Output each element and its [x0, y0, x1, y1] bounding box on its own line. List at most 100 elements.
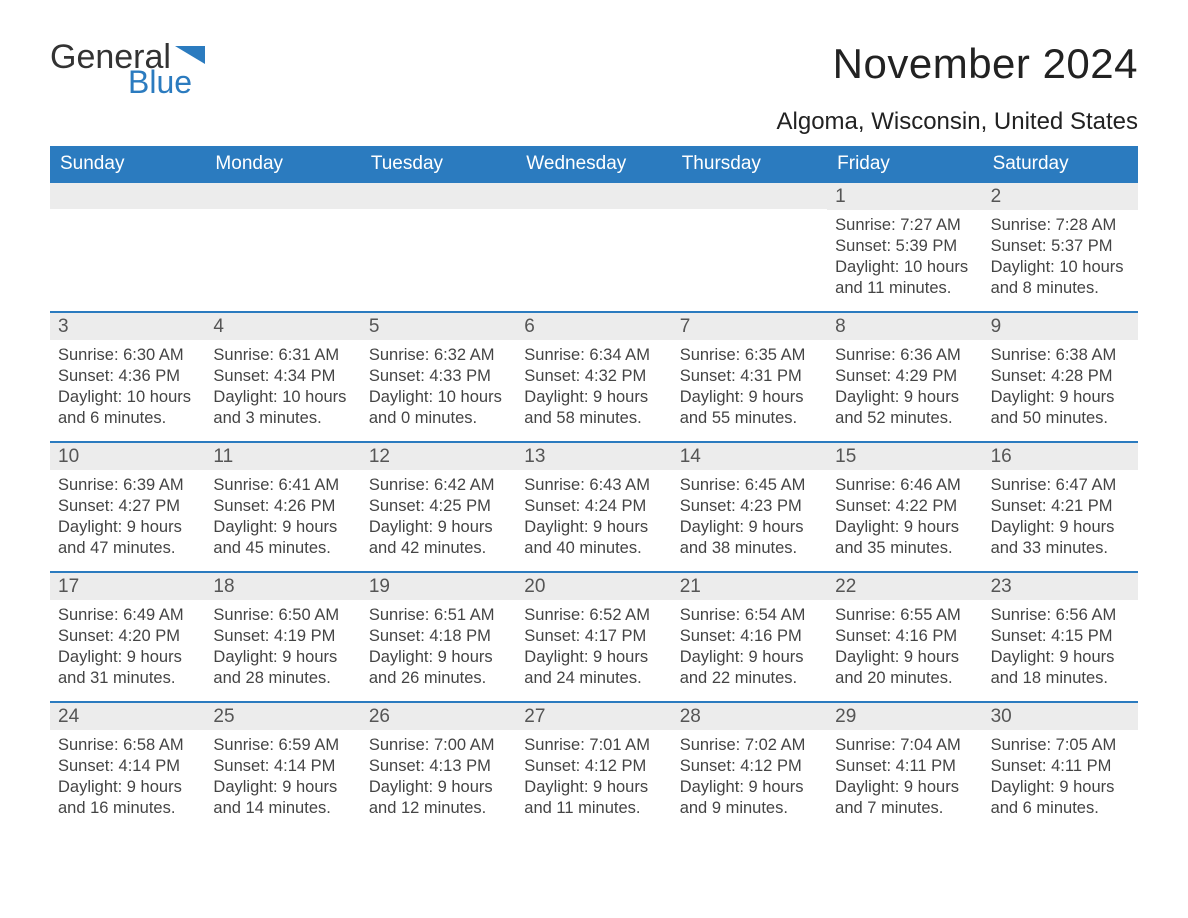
weekday-header: Saturday	[983, 147, 1138, 181]
sunrise-line: Sunrise: 6:55 AM	[835, 605, 974, 626]
day-number: 13	[516, 443, 671, 470]
calendar-day: 17Sunrise: 6:49 AMSunset: 4:20 PMDayligh…	[50, 573, 205, 701]
day-details: Sunrise: 6:51 AMSunset: 4:18 PMDaylight:…	[361, 600, 516, 697]
daylight-line: Daylight: 9 hours and 35 minutes.	[835, 517, 974, 559]
sunset-line: Sunset: 4:31 PM	[680, 366, 819, 387]
day-number: 22	[827, 573, 982, 600]
daylight-line: Daylight: 10 hours and 8 minutes.	[991, 257, 1130, 299]
daylight-line: Daylight: 9 hours and 42 minutes.	[369, 517, 508, 559]
sunrise-line: Sunrise: 6:49 AM	[58, 605, 197, 626]
daylight-line: Daylight: 9 hours and 22 minutes.	[680, 647, 819, 689]
daylight-line: Daylight: 9 hours and 45 minutes.	[213, 517, 352, 559]
sunrise-line: Sunrise: 7:05 AM	[991, 735, 1130, 756]
sunrise-line: Sunrise: 6:51 AM	[369, 605, 508, 626]
day-details: Sunrise: 7:04 AMSunset: 4:11 PMDaylight:…	[827, 730, 982, 827]
sunrise-line: Sunrise: 6:42 AM	[369, 475, 508, 496]
logo-text-blue: Blue	[128, 66, 205, 98]
day-details: Sunrise: 6:58 AMSunset: 4:14 PMDaylight:…	[50, 730, 205, 827]
sunrise-line: Sunrise: 6:52 AM	[524, 605, 663, 626]
sunrise-line: Sunrise: 7:04 AM	[835, 735, 974, 756]
calendar-day	[516, 183, 671, 311]
sunset-line: Sunset: 4:32 PM	[524, 366, 663, 387]
day-details: Sunrise: 6:39 AMSunset: 4:27 PMDaylight:…	[50, 470, 205, 567]
sunset-line: Sunset: 4:16 PM	[680, 626, 819, 647]
day-number: 3	[50, 313, 205, 340]
calendar-day: 19Sunrise: 6:51 AMSunset: 4:18 PMDayligh…	[361, 573, 516, 701]
day-details: Sunrise: 6:42 AMSunset: 4:25 PMDaylight:…	[361, 470, 516, 567]
calendar-header-row: SundayMondayTuesdayWednesdayThursdayFrid…	[50, 146, 1138, 181]
day-details: Sunrise: 6:52 AMSunset: 4:17 PMDaylight:…	[516, 600, 671, 697]
calendar-day: 29Sunrise: 7:04 AMSunset: 4:11 PMDayligh…	[827, 703, 982, 831]
day-number: 19	[361, 573, 516, 600]
sunset-line: Sunset: 4:21 PM	[991, 496, 1130, 517]
daylight-line: Daylight: 9 hours and 52 minutes.	[835, 387, 974, 429]
calendar-day: 14Sunrise: 6:45 AMSunset: 4:23 PMDayligh…	[672, 443, 827, 571]
sunrise-line: Sunrise: 6:30 AM	[58, 345, 197, 366]
sunset-line: Sunset: 4:20 PM	[58, 626, 197, 647]
daylight-line: Daylight: 9 hours and 24 minutes.	[524, 647, 663, 689]
day-details: Sunrise: 7:28 AMSunset: 5:37 PMDaylight:…	[983, 210, 1138, 307]
daylight-line: Daylight: 9 hours and 11 minutes.	[524, 777, 663, 819]
day-details: Sunrise: 7:00 AMSunset: 4:13 PMDaylight:…	[361, 730, 516, 827]
sunset-line: Sunset: 4:12 PM	[524, 756, 663, 777]
day-number: 8	[827, 313, 982, 340]
sunrise-line: Sunrise: 6:31 AM	[213, 345, 352, 366]
day-number: 25	[205, 703, 360, 730]
weekday-header: Tuesday	[361, 147, 516, 181]
calendar-day: 30Sunrise: 7:05 AMSunset: 4:11 PMDayligh…	[983, 703, 1138, 831]
calendar-day: 12Sunrise: 6:42 AMSunset: 4:25 PMDayligh…	[361, 443, 516, 571]
daylight-line: Daylight: 9 hours and 31 minutes.	[58, 647, 197, 689]
day-number: 2	[983, 183, 1138, 210]
day-details: Sunrise: 6:36 AMSunset: 4:29 PMDaylight:…	[827, 340, 982, 437]
day-number	[50, 183, 205, 209]
day-number: 30	[983, 703, 1138, 730]
daylight-line: Daylight: 9 hours and 38 minutes.	[680, 517, 819, 559]
sunrise-line: Sunrise: 6:36 AM	[835, 345, 974, 366]
calendar-day	[205, 183, 360, 311]
day-number: 26	[361, 703, 516, 730]
day-details: Sunrise: 6:50 AMSunset: 4:19 PMDaylight:…	[205, 600, 360, 697]
day-details: Sunrise: 6:49 AMSunset: 4:20 PMDaylight:…	[50, 600, 205, 697]
sunrise-line: Sunrise: 7:00 AM	[369, 735, 508, 756]
sunset-line: Sunset: 4:11 PM	[991, 756, 1130, 777]
weekday-header: Sunday	[50, 147, 205, 181]
day-number: 28	[672, 703, 827, 730]
sunset-line: Sunset: 4:13 PM	[369, 756, 508, 777]
calendar-day: 22Sunrise: 6:55 AMSunset: 4:16 PMDayligh…	[827, 573, 982, 701]
calendar-day: 28Sunrise: 7:02 AMSunset: 4:12 PMDayligh…	[672, 703, 827, 831]
sunrise-line: Sunrise: 6:54 AM	[680, 605, 819, 626]
calendar-week: 10Sunrise: 6:39 AMSunset: 4:27 PMDayligh…	[50, 441, 1138, 571]
sunset-line: Sunset: 4:25 PM	[369, 496, 508, 517]
sunset-line: Sunset: 4:28 PM	[991, 366, 1130, 387]
calendar-day: 16Sunrise: 6:47 AMSunset: 4:21 PMDayligh…	[983, 443, 1138, 571]
sunset-line: Sunset: 4:19 PM	[213, 626, 352, 647]
calendar-day: 26Sunrise: 7:00 AMSunset: 4:13 PMDayligh…	[361, 703, 516, 831]
daylight-line: Daylight: 9 hours and 14 minutes.	[213, 777, 352, 819]
sunrise-line: Sunrise: 7:28 AM	[991, 215, 1130, 236]
calendar-week: 24Sunrise: 6:58 AMSunset: 4:14 PMDayligh…	[50, 701, 1138, 831]
day-details: Sunrise: 6:34 AMSunset: 4:32 PMDaylight:…	[516, 340, 671, 437]
calendar-day: 20Sunrise: 6:52 AMSunset: 4:17 PMDayligh…	[516, 573, 671, 701]
sunrise-line: Sunrise: 7:27 AM	[835, 215, 974, 236]
sunrise-line: Sunrise: 6:38 AM	[991, 345, 1130, 366]
day-details: Sunrise: 6:41 AMSunset: 4:26 PMDaylight:…	[205, 470, 360, 567]
calendar-day	[672, 183, 827, 311]
day-number: 20	[516, 573, 671, 600]
sunrise-line: Sunrise: 6:56 AM	[991, 605, 1130, 626]
calendar-day	[361, 183, 516, 311]
daylight-line: Daylight: 9 hours and 50 minutes.	[991, 387, 1130, 429]
day-number: 29	[827, 703, 982, 730]
day-number: 7	[672, 313, 827, 340]
day-details: Sunrise: 6:47 AMSunset: 4:21 PMDaylight:…	[983, 470, 1138, 567]
day-details: Sunrise: 6:56 AMSunset: 4:15 PMDaylight:…	[983, 600, 1138, 697]
day-details: Sunrise: 6:32 AMSunset: 4:33 PMDaylight:…	[361, 340, 516, 437]
day-number: 4	[205, 313, 360, 340]
daylight-line: Daylight: 9 hours and 33 minutes.	[991, 517, 1130, 559]
sunset-line: Sunset: 4:16 PM	[835, 626, 974, 647]
calendar-day: 3Sunrise: 6:30 AMSunset: 4:36 PMDaylight…	[50, 313, 205, 441]
daylight-line: Daylight: 9 hours and 9 minutes.	[680, 777, 819, 819]
sunset-line: Sunset: 4:34 PM	[213, 366, 352, 387]
sunrise-line: Sunrise: 6:35 AM	[680, 345, 819, 366]
daylight-line: Daylight: 9 hours and 47 minutes.	[58, 517, 197, 559]
day-details	[361, 209, 516, 299]
